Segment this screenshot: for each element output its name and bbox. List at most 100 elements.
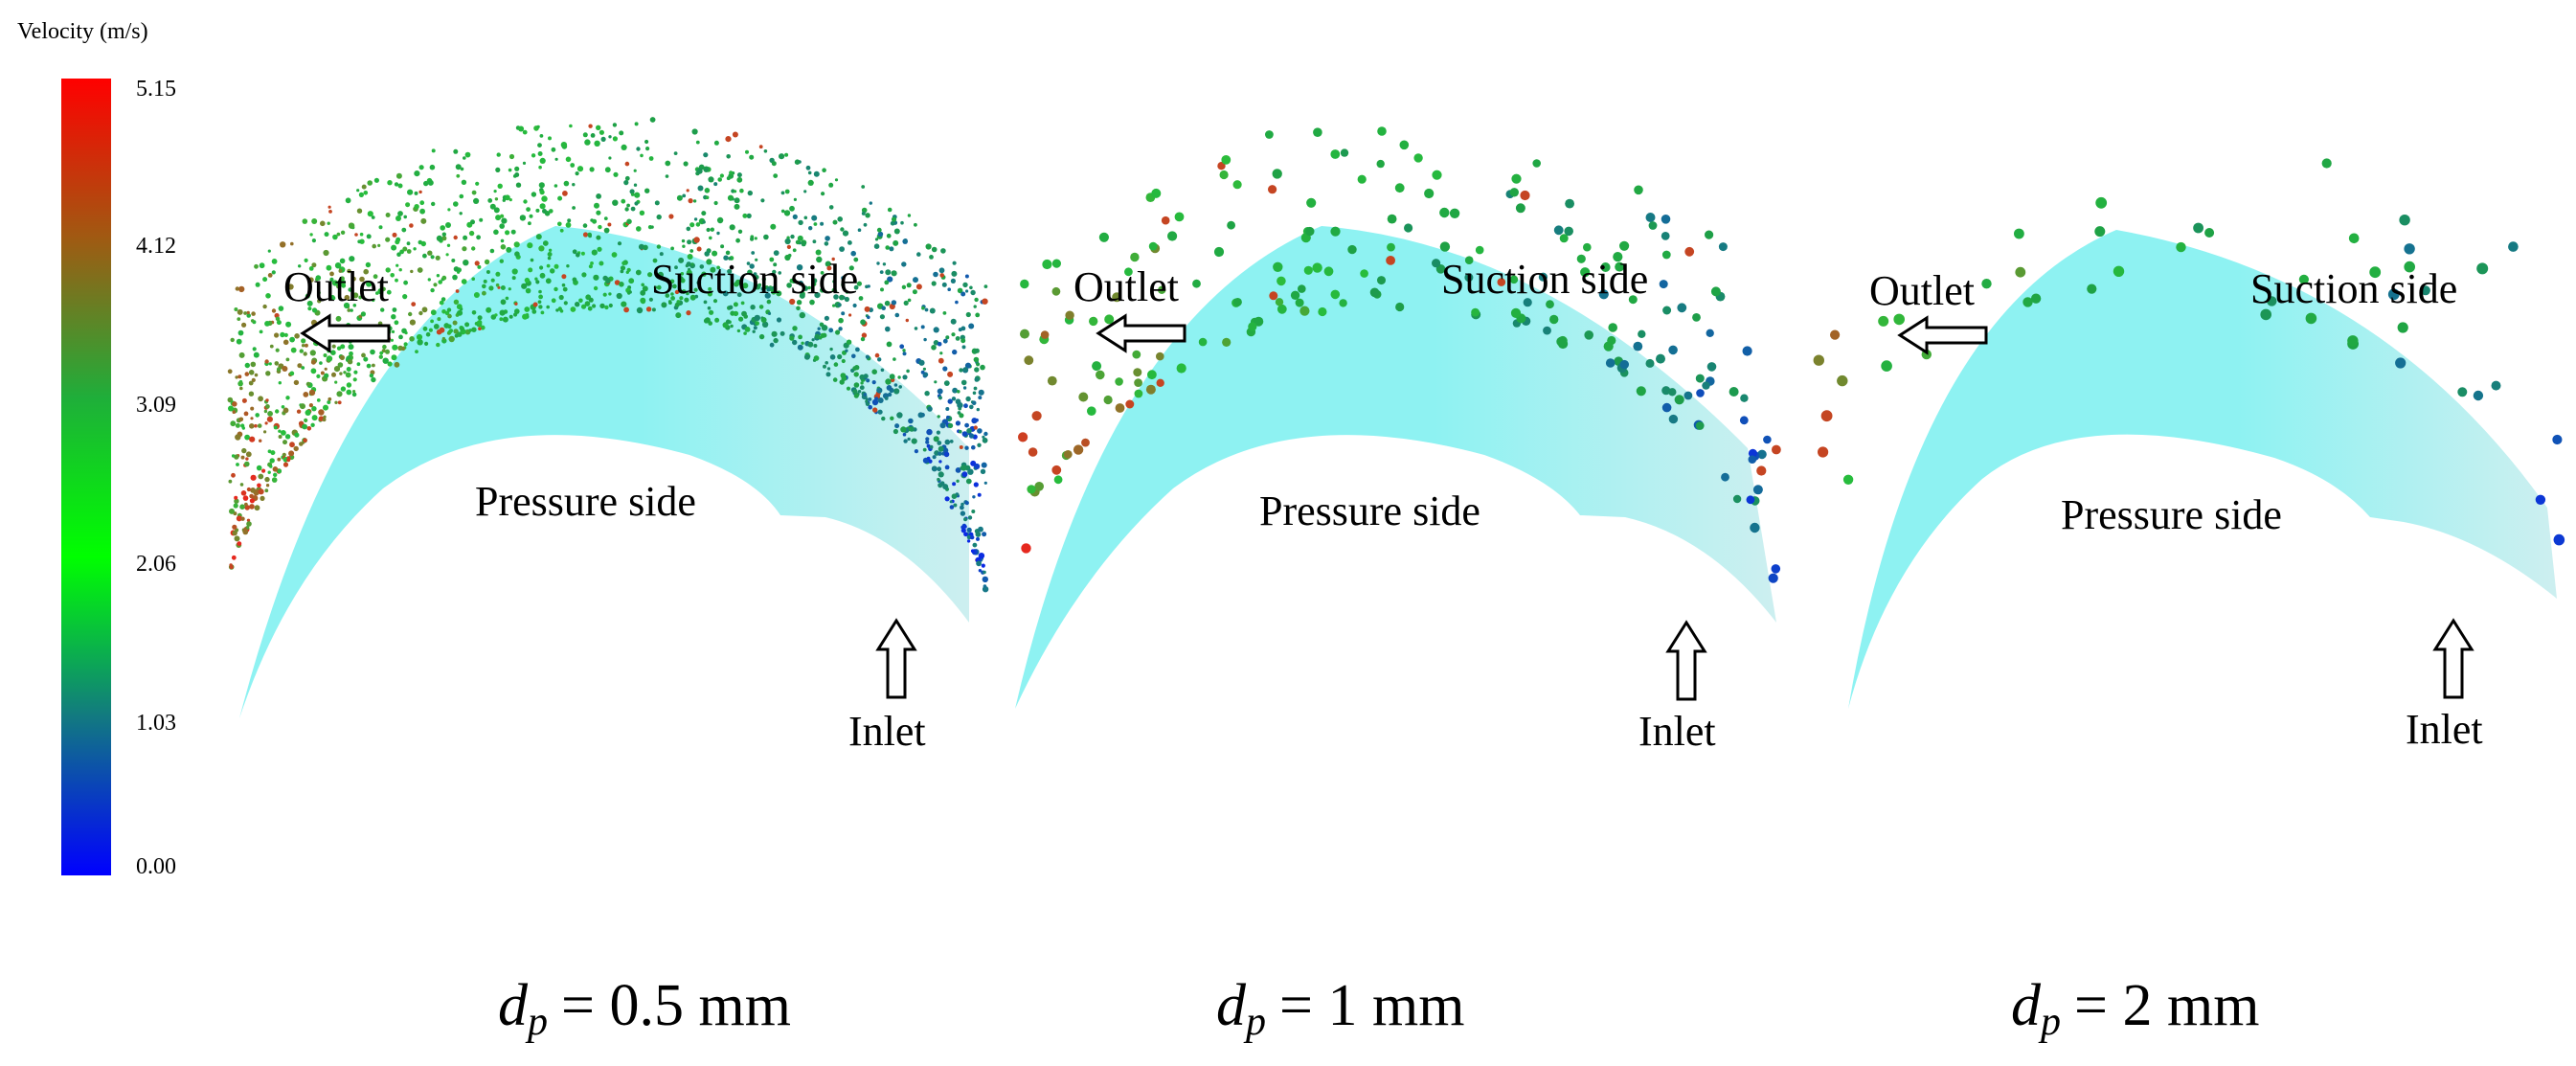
particle-dot <box>1020 329 1029 339</box>
particle-dot <box>1659 280 1668 289</box>
particle-dot <box>686 226 691 232</box>
particle-dot <box>248 380 254 386</box>
particle-dot <box>982 576 989 583</box>
particle-dot <box>876 227 882 233</box>
particle-dot <box>758 145 763 149</box>
particle-dot <box>588 234 592 238</box>
particle-dot <box>1134 378 1142 387</box>
particle-dot <box>696 168 703 174</box>
particle-dot <box>1564 226 1573 237</box>
particle-dot <box>1158 285 1166 294</box>
particle-dot <box>951 397 957 401</box>
particle-dot <box>675 312 682 319</box>
particle-dot <box>1073 444 1084 455</box>
particle-dot <box>725 319 731 325</box>
particle-dot <box>1265 130 1274 139</box>
particle-dot <box>1608 323 1617 332</box>
particle-dot <box>596 210 601 215</box>
particle-dot <box>495 215 502 221</box>
particle-dot <box>1818 446 1829 458</box>
particle-dot <box>832 304 836 307</box>
particle-dot <box>825 236 830 241</box>
particle-dot <box>867 315 870 320</box>
particle-dot <box>708 286 712 291</box>
particle-dot <box>446 307 452 312</box>
particle-dot <box>945 407 950 411</box>
particle-dot <box>828 328 834 333</box>
pressure-side-label: Pressure side <box>1259 488 1480 534</box>
particle-dot <box>1104 314 1115 325</box>
particle-dot <box>872 407 878 413</box>
particle-dot <box>1661 402 1672 413</box>
particle-dot <box>737 229 743 234</box>
particle-dot <box>970 549 975 554</box>
particle-dot <box>278 435 282 439</box>
particle-dot <box>922 367 927 371</box>
particle-dot <box>608 303 613 308</box>
particle-dot <box>311 218 318 224</box>
particle-dot <box>835 329 841 335</box>
particle-dot <box>971 400 977 406</box>
particle-dot <box>743 331 747 335</box>
particle-dot <box>310 422 315 427</box>
particle-dot <box>1636 386 1646 397</box>
particle-dot <box>861 185 866 189</box>
particle-dot <box>1098 232 1109 242</box>
particle-dot <box>570 306 576 312</box>
particle-dot <box>493 229 499 236</box>
particle-dot <box>311 406 317 412</box>
particle-dot <box>539 203 546 210</box>
panel-caption: dp = 0.5 mm <box>498 973 791 1044</box>
particle-dot <box>243 311 247 315</box>
particle-dot <box>282 440 287 445</box>
particle-dot <box>276 367 282 372</box>
particle-dot <box>960 505 964 510</box>
particle-dot <box>880 368 885 373</box>
particle-dot <box>968 433 975 439</box>
particle-dot <box>249 423 255 429</box>
particle-dot <box>2508 241 2519 252</box>
particle-dot <box>2347 335 2359 347</box>
particle-dot <box>1330 289 1341 300</box>
particle-dot <box>813 170 820 177</box>
particle-dot <box>929 307 936 314</box>
particle-dot <box>914 327 918 330</box>
particle-dot <box>1277 276 1286 286</box>
particle-dot <box>535 234 542 240</box>
particle-dot <box>599 303 605 309</box>
particle-dot <box>645 306 652 312</box>
particle-dot <box>2305 312 2317 325</box>
particle-dot <box>591 249 598 256</box>
particle-dot <box>963 525 967 529</box>
particle-dot <box>1298 284 1306 293</box>
particle-dot <box>789 205 795 212</box>
particle-dot <box>805 165 811 170</box>
particle-dot <box>320 371 325 375</box>
particle-dot <box>645 147 650 151</box>
particle-dot <box>387 361 393 367</box>
particle-dot <box>596 235 601 240</box>
particle-dot <box>367 211 373 217</box>
particle-dot <box>499 259 504 263</box>
particle-dot <box>654 200 660 206</box>
particle-dot <box>720 244 725 249</box>
particle-dot <box>911 438 917 444</box>
particle-dot <box>2204 228 2215 238</box>
particle-dot <box>327 221 330 225</box>
particle-dot <box>891 216 897 222</box>
particle-dot <box>853 393 859 398</box>
particle-dot <box>1377 126 1387 136</box>
particle-dot <box>541 195 548 202</box>
particle-dot <box>968 323 975 329</box>
particle-dot <box>471 327 477 332</box>
particle-dot <box>1376 159 1385 169</box>
particle-dot <box>272 466 279 472</box>
particle-dot <box>841 276 846 281</box>
particle-dot <box>289 371 295 376</box>
particle-dot <box>613 171 619 177</box>
particle-dot <box>688 198 693 204</box>
particle-dot <box>868 397 872 401</box>
particle-dot <box>682 193 687 198</box>
particle-dot <box>429 164 436 170</box>
particle-dot <box>1387 214 1397 224</box>
